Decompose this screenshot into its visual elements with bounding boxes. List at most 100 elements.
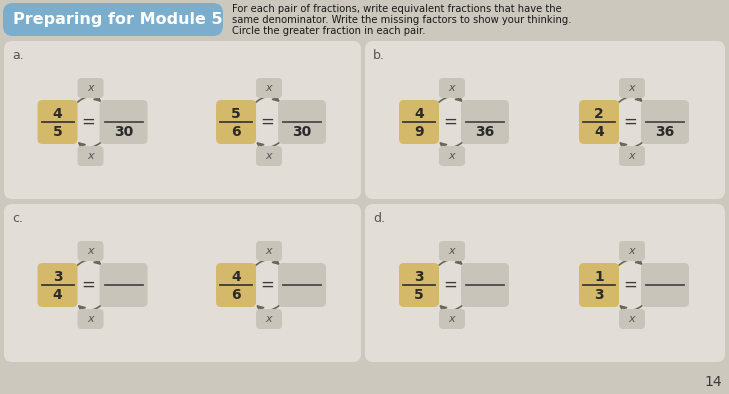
FancyArrowPatch shape [620,142,643,149]
FancyArrowPatch shape [256,95,278,102]
FancyBboxPatch shape [256,309,282,329]
FancyBboxPatch shape [579,100,619,144]
Text: x: x [266,151,273,161]
FancyBboxPatch shape [641,100,689,144]
FancyArrowPatch shape [79,305,101,312]
FancyArrowPatch shape [77,258,100,265]
Text: 4: 4 [414,107,424,121]
Text: 1: 1 [594,270,604,284]
Text: x: x [266,83,273,93]
Text: x: x [628,151,635,161]
Text: x: x [628,83,635,93]
Text: 6: 6 [231,125,241,139]
Text: x: x [266,314,273,324]
Text: 30: 30 [114,125,133,139]
FancyArrowPatch shape [439,258,461,265]
Text: 36: 36 [655,125,674,139]
Text: d.: d. [373,212,385,225]
FancyBboxPatch shape [77,241,104,261]
Text: Preparing for Module 5: Preparing for Module 5 [13,11,222,26]
FancyBboxPatch shape [278,263,326,307]
FancyArrowPatch shape [619,258,642,265]
FancyBboxPatch shape [256,78,282,98]
FancyArrowPatch shape [79,142,101,149]
Text: x: x [448,314,456,324]
Text: 14: 14 [704,375,722,389]
Text: x: x [628,314,635,324]
FancyBboxPatch shape [399,100,439,144]
Text: =: = [260,276,274,294]
FancyArrowPatch shape [77,95,100,102]
FancyBboxPatch shape [365,204,725,362]
Text: 4: 4 [52,288,63,302]
FancyArrowPatch shape [440,305,463,312]
FancyBboxPatch shape [439,146,465,166]
Text: x: x [87,83,94,93]
Text: 2: 2 [594,107,604,121]
FancyArrowPatch shape [257,305,280,312]
Text: 3: 3 [594,288,604,302]
Text: 5: 5 [231,107,241,121]
FancyBboxPatch shape [439,309,465,329]
Text: x: x [448,83,456,93]
Text: x: x [266,246,273,256]
FancyArrowPatch shape [257,142,280,149]
FancyBboxPatch shape [579,263,619,307]
FancyBboxPatch shape [461,100,509,144]
Text: =: = [443,113,457,131]
Text: x: x [87,246,94,256]
Text: =: = [82,113,95,131]
Text: 3: 3 [52,270,63,284]
FancyBboxPatch shape [278,100,326,144]
Text: b.: b. [373,49,385,62]
FancyBboxPatch shape [216,263,256,307]
FancyBboxPatch shape [399,263,439,307]
Text: Circle the greater fraction in each pair.: Circle the greater fraction in each pair… [232,26,426,36]
FancyArrowPatch shape [440,142,463,149]
Text: 5: 5 [414,288,424,302]
FancyBboxPatch shape [38,100,77,144]
FancyBboxPatch shape [619,146,645,166]
FancyBboxPatch shape [439,241,465,261]
Text: 36: 36 [475,125,494,139]
Text: 6: 6 [231,288,241,302]
Text: x: x [448,246,456,256]
FancyBboxPatch shape [4,41,361,199]
Text: =: = [623,276,637,294]
Text: 9: 9 [414,125,424,139]
Text: x: x [87,151,94,161]
FancyBboxPatch shape [4,204,361,362]
FancyBboxPatch shape [77,78,104,98]
FancyBboxPatch shape [100,100,147,144]
FancyBboxPatch shape [38,263,77,307]
Text: For each pair of fractions, write equivalent fractions that have the: For each pair of fractions, write equiva… [232,4,562,14]
FancyBboxPatch shape [439,78,465,98]
Text: x: x [448,151,456,161]
FancyArrowPatch shape [620,305,643,312]
FancyBboxPatch shape [3,3,223,36]
Text: same denominator. Write the missing factors to show your thinking.: same denominator. Write the missing fact… [232,15,572,25]
Text: 3: 3 [414,270,424,284]
Text: x: x [87,314,94,324]
FancyBboxPatch shape [256,241,282,261]
FancyBboxPatch shape [100,263,147,307]
FancyArrowPatch shape [619,95,642,102]
Text: 4: 4 [52,107,63,121]
Text: c.: c. [12,212,23,225]
FancyBboxPatch shape [461,263,509,307]
FancyArrowPatch shape [439,95,461,102]
FancyBboxPatch shape [256,146,282,166]
FancyBboxPatch shape [365,41,725,199]
FancyBboxPatch shape [77,309,104,329]
Text: 5: 5 [52,125,63,139]
FancyArrowPatch shape [256,258,278,265]
Text: 4: 4 [594,125,604,139]
Text: =: = [623,113,637,131]
FancyBboxPatch shape [619,309,645,329]
FancyBboxPatch shape [619,78,645,98]
FancyBboxPatch shape [641,263,689,307]
Text: =: = [443,276,457,294]
FancyBboxPatch shape [619,241,645,261]
Text: a.: a. [12,49,24,62]
Text: x: x [628,246,635,256]
